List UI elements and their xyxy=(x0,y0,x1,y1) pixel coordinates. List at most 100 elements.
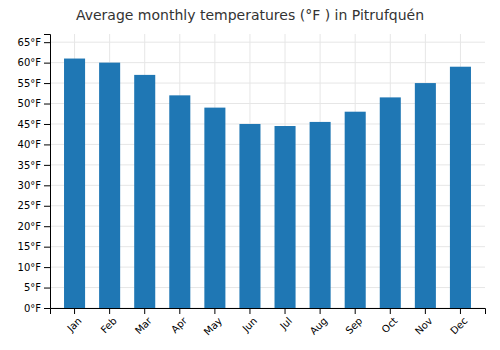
x-tick: Dec xyxy=(448,308,469,337)
y-tick-label: 50°F xyxy=(18,98,42,109)
y-tick: 30°F xyxy=(18,180,50,191)
y-tick-mark xyxy=(44,267,50,268)
x-tick: Apr xyxy=(169,308,190,335)
bar xyxy=(239,124,260,308)
y-tick-label: 40°F xyxy=(18,139,42,150)
y-tick-label: 65°F xyxy=(18,37,42,48)
x-tick: Jun xyxy=(240,308,260,335)
y-tick-mark xyxy=(44,206,50,207)
x-tick-label: Jun xyxy=(240,315,260,335)
x-tick: Oct xyxy=(379,308,399,335)
y-tick: 50°F xyxy=(18,98,50,109)
x-tick: Nov xyxy=(413,308,435,337)
x-tick-label: Mar xyxy=(133,314,155,336)
grid xyxy=(50,34,485,308)
x-tick-mark xyxy=(460,308,461,314)
y-tick-mark xyxy=(44,288,50,289)
bars xyxy=(64,59,471,308)
x-tick-mark xyxy=(285,308,286,314)
x-axis: Jan Feb Mar Apr May Jun Jul Aug Sep Oct Nov Dec xyxy=(51,308,486,337)
x-axis-line xyxy=(51,309,486,315)
y-tick: 45°F xyxy=(18,119,50,130)
y-tick-mark xyxy=(44,247,50,248)
y-tick: 55°F xyxy=(18,78,50,89)
x-tick-label: Dec xyxy=(448,315,469,336)
y-tick: 10°F xyxy=(18,262,50,273)
x-tick-mark xyxy=(144,308,145,314)
x-tick-mark xyxy=(214,308,215,314)
x-tick: May xyxy=(202,308,224,337)
x-tick-label: Oct xyxy=(379,315,399,335)
x-tick-label: Feb xyxy=(99,315,119,335)
x-tick-label: Jul xyxy=(277,315,294,332)
plot: Jan Feb Mar Apr May Jun Jul Aug Sep Oct Nov Dec 0°F 5… xyxy=(18,34,486,337)
x-tick-mark xyxy=(390,308,391,314)
y-tick: 40°F xyxy=(18,139,50,150)
bar xyxy=(169,95,190,308)
x-tick-mark xyxy=(425,308,426,314)
x-tick-label: Sep xyxy=(343,315,364,336)
y-tick: 15°F xyxy=(18,241,50,252)
x-tick: Sep xyxy=(343,308,364,336)
x-tick-label: Jan xyxy=(64,315,83,334)
y-tick-mark xyxy=(44,185,50,186)
y-tick: 5°F xyxy=(24,282,50,293)
x-tick-mark xyxy=(74,308,75,314)
bar xyxy=(204,108,225,308)
y-tick-mark xyxy=(44,42,50,43)
x-tick-label: Apr xyxy=(169,314,190,335)
bar xyxy=(275,126,296,308)
y-tick-mark xyxy=(44,124,50,125)
x-tick: Mar xyxy=(133,308,155,336)
x-tick-mark xyxy=(249,308,250,314)
x-tick: Jan xyxy=(64,308,83,334)
x-tick-label: Aug xyxy=(308,315,330,337)
y-tick-mark xyxy=(44,104,50,105)
y-tick-label: 0°F xyxy=(24,303,41,314)
y-tick-label: 60°F xyxy=(18,57,42,68)
x-tick: Aug xyxy=(308,308,330,337)
y-tick-label: 30°F xyxy=(18,180,42,191)
bar xyxy=(64,59,85,308)
x-tick-mark xyxy=(320,308,321,314)
y-axis: 0°F 5°F 10°F 15°F 20°F 25°F 30°F 35°F 40°F 45°F 50… xyxy=(18,35,51,314)
y-tick-label: 15°F xyxy=(18,241,42,252)
x-tick-label: May xyxy=(202,315,224,337)
y-tick-label: 55°F xyxy=(18,78,42,89)
y-tick-label: 25°F xyxy=(18,200,42,211)
bar xyxy=(380,97,401,308)
title: Average monthly temperatures (°F ) in Pi… xyxy=(76,7,424,23)
x-tick-mark xyxy=(179,308,180,314)
x-tick-mark xyxy=(109,308,110,314)
y-axis-line xyxy=(44,35,51,309)
y-tick: 20°F xyxy=(18,221,50,232)
bar xyxy=(310,122,331,308)
y-tick-mark xyxy=(44,63,50,64)
y-tick: 25°F xyxy=(18,200,50,211)
y-tick-label: 5°F xyxy=(24,282,41,293)
y-tick-label: 20°F xyxy=(18,221,42,232)
y-tick: 35°F xyxy=(18,160,50,171)
y-tick: 65°F xyxy=(18,37,50,48)
y-tick-label: 10°F xyxy=(18,262,42,273)
chart: Average monthly temperatures (°F ) in Pi… xyxy=(0,0,500,350)
bar xyxy=(99,63,120,308)
y-tick-mark xyxy=(44,165,50,166)
y-tick: 0°F xyxy=(24,303,50,314)
grid-line-y xyxy=(50,42,485,43)
x-tick-mark xyxy=(355,308,356,314)
x-tick-label: Nov xyxy=(413,315,435,337)
bar xyxy=(134,75,155,308)
x-tick: Jul xyxy=(277,308,294,332)
bar xyxy=(345,112,366,308)
y-tick-mark xyxy=(44,83,50,84)
y-tick-label: 45°F xyxy=(18,119,42,130)
y-tick-mark xyxy=(44,226,50,227)
bar xyxy=(415,83,436,308)
y-tick-label: 35°F xyxy=(18,160,42,171)
y-tick-mark xyxy=(44,144,50,145)
x-tick: Feb xyxy=(99,308,119,335)
y-tick-mark xyxy=(44,308,50,309)
y-tick: 60°F xyxy=(18,57,50,68)
bar xyxy=(450,67,471,308)
